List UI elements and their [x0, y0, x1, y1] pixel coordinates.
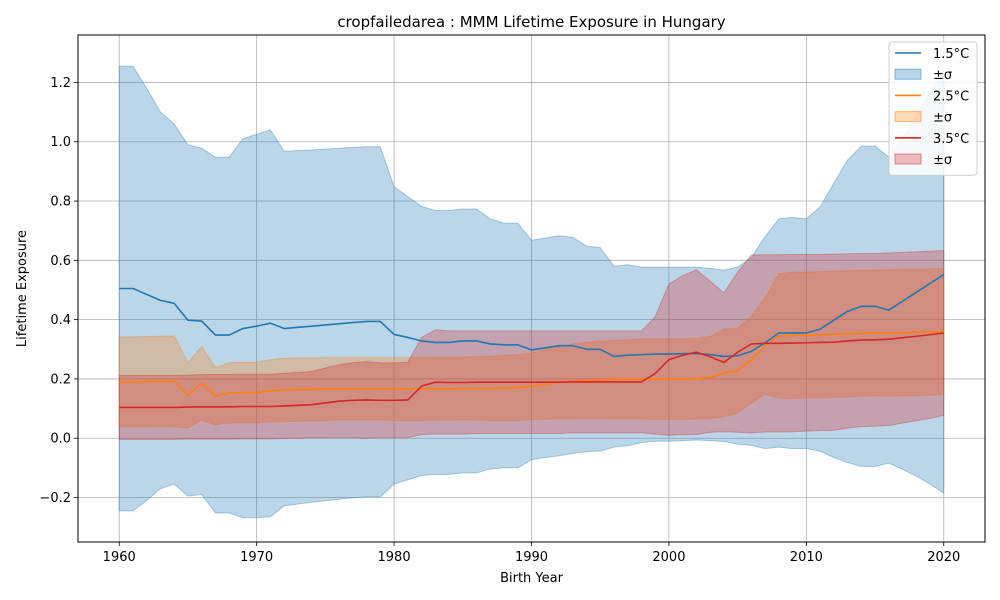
legend-band-swatch [894, 111, 922, 123]
x-tick-label: 2010 [790, 550, 823, 565]
legend-label-series: 3.5°C [933, 132, 969, 147]
x-tick-label: 1970 [240, 550, 273, 565]
line-series-3 [119, 332, 944, 409]
y-tick-label: 1.0 [50, 135, 71, 150]
y-axis-ticks: −0.2 0.0 0.2 0.4 0.6 0.8 1.0 1.2 [39, 76, 78, 506]
x-axis-label: Birth Year [500, 571, 564, 586]
x-axis-ticks: 1960 1970 1980 1990 2000 2010 2020 [103, 542, 960, 565]
legend-label-band: ±σ [933, 68, 952, 83]
y-tick-label: 0.4 [50, 313, 71, 328]
error-bands [118, 65, 945, 519]
y-tick-label: 0.8 [50, 195, 71, 210]
y-tick-label: 0.2 [50, 372, 71, 387]
legend-band-swatch [894, 153, 922, 165]
line-series-2 [119, 330, 944, 397]
x-tick-label: 2020 [927, 550, 960, 565]
legend-label-band: ±σ [933, 111, 952, 126]
band-series-1 [118, 65, 945, 519]
y-tick-label: 0.0 [50, 432, 71, 447]
series-lines [119, 273, 945, 409]
y-tick-label: 0.6 [50, 254, 71, 269]
legend-label-band: ±σ [933, 153, 952, 168]
legend-label-series: 2.5°C [933, 89, 969, 104]
line-series-1 [119, 273, 945, 358]
legend-box [888, 41, 978, 176]
band-series-3 [118, 250, 945, 440]
y-axis-label: Lifetime Exposure [15, 230, 30, 347]
y-tick-label: −0.2 [39, 491, 71, 506]
legend-band-swatch [894, 68, 922, 80]
x-tick-label: 1960 [103, 550, 136, 565]
chart-title: cropfailedarea : MMM Lifetime Exposure i… [337, 13, 725, 31]
x-tick-label: 1980 [378, 550, 411, 565]
x-tick-label: 2000 [652, 550, 685, 565]
legend-label-series: 1.5°C [933, 47, 969, 62]
plot-area [77, 34, 986, 543]
band-series-2 [118, 268, 945, 429]
legend: 1.5°C ±σ 2.5°C ±σ 3.5°C ±σ [888, 41, 978, 176]
y-tick-label: 1.2 [50, 76, 71, 91]
x-tick-label: 1990 [515, 550, 548, 565]
